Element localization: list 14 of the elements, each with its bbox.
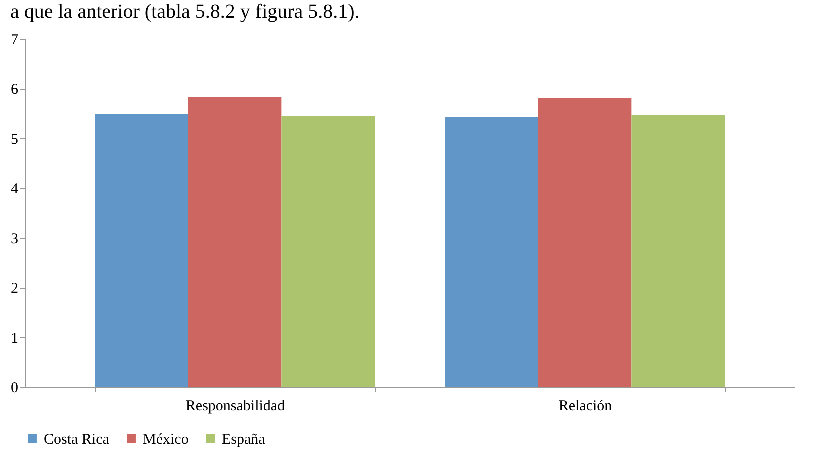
x-tick-label: Relación bbox=[558, 398, 613, 414]
x-tick-label: Responsabilidad bbox=[186, 398, 286, 414]
legend-label: Costa Rica bbox=[44, 432, 110, 448]
text: a que la anterior (tabla 5.8.2 y figura 5.8.1). bbox=[10, 1, 360, 23]
y-tick-label: 2 bbox=[11, 281, 18, 298]
legend-label: México bbox=[143, 432, 189, 448]
y-tick-label: 6 bbox=[11, 82, 19, 98]
y-tick-label: 3 bbox=[11, 231, 18, 248]
y-tick-label: 0 bbox=[11, 380, 18, 396]
y-tick-label: 1 bbox=[11, 330, 18, 347]
y-tick-label: 7 bbox=[11, 32, 19, 48]
legend-label: España bbox=[222, 432, 266, 448]
y-tick-label: 5 bbox=[11, 132, 18, 148]
y-tick-label: 4 bbox=[11, 182, 19, 198]
